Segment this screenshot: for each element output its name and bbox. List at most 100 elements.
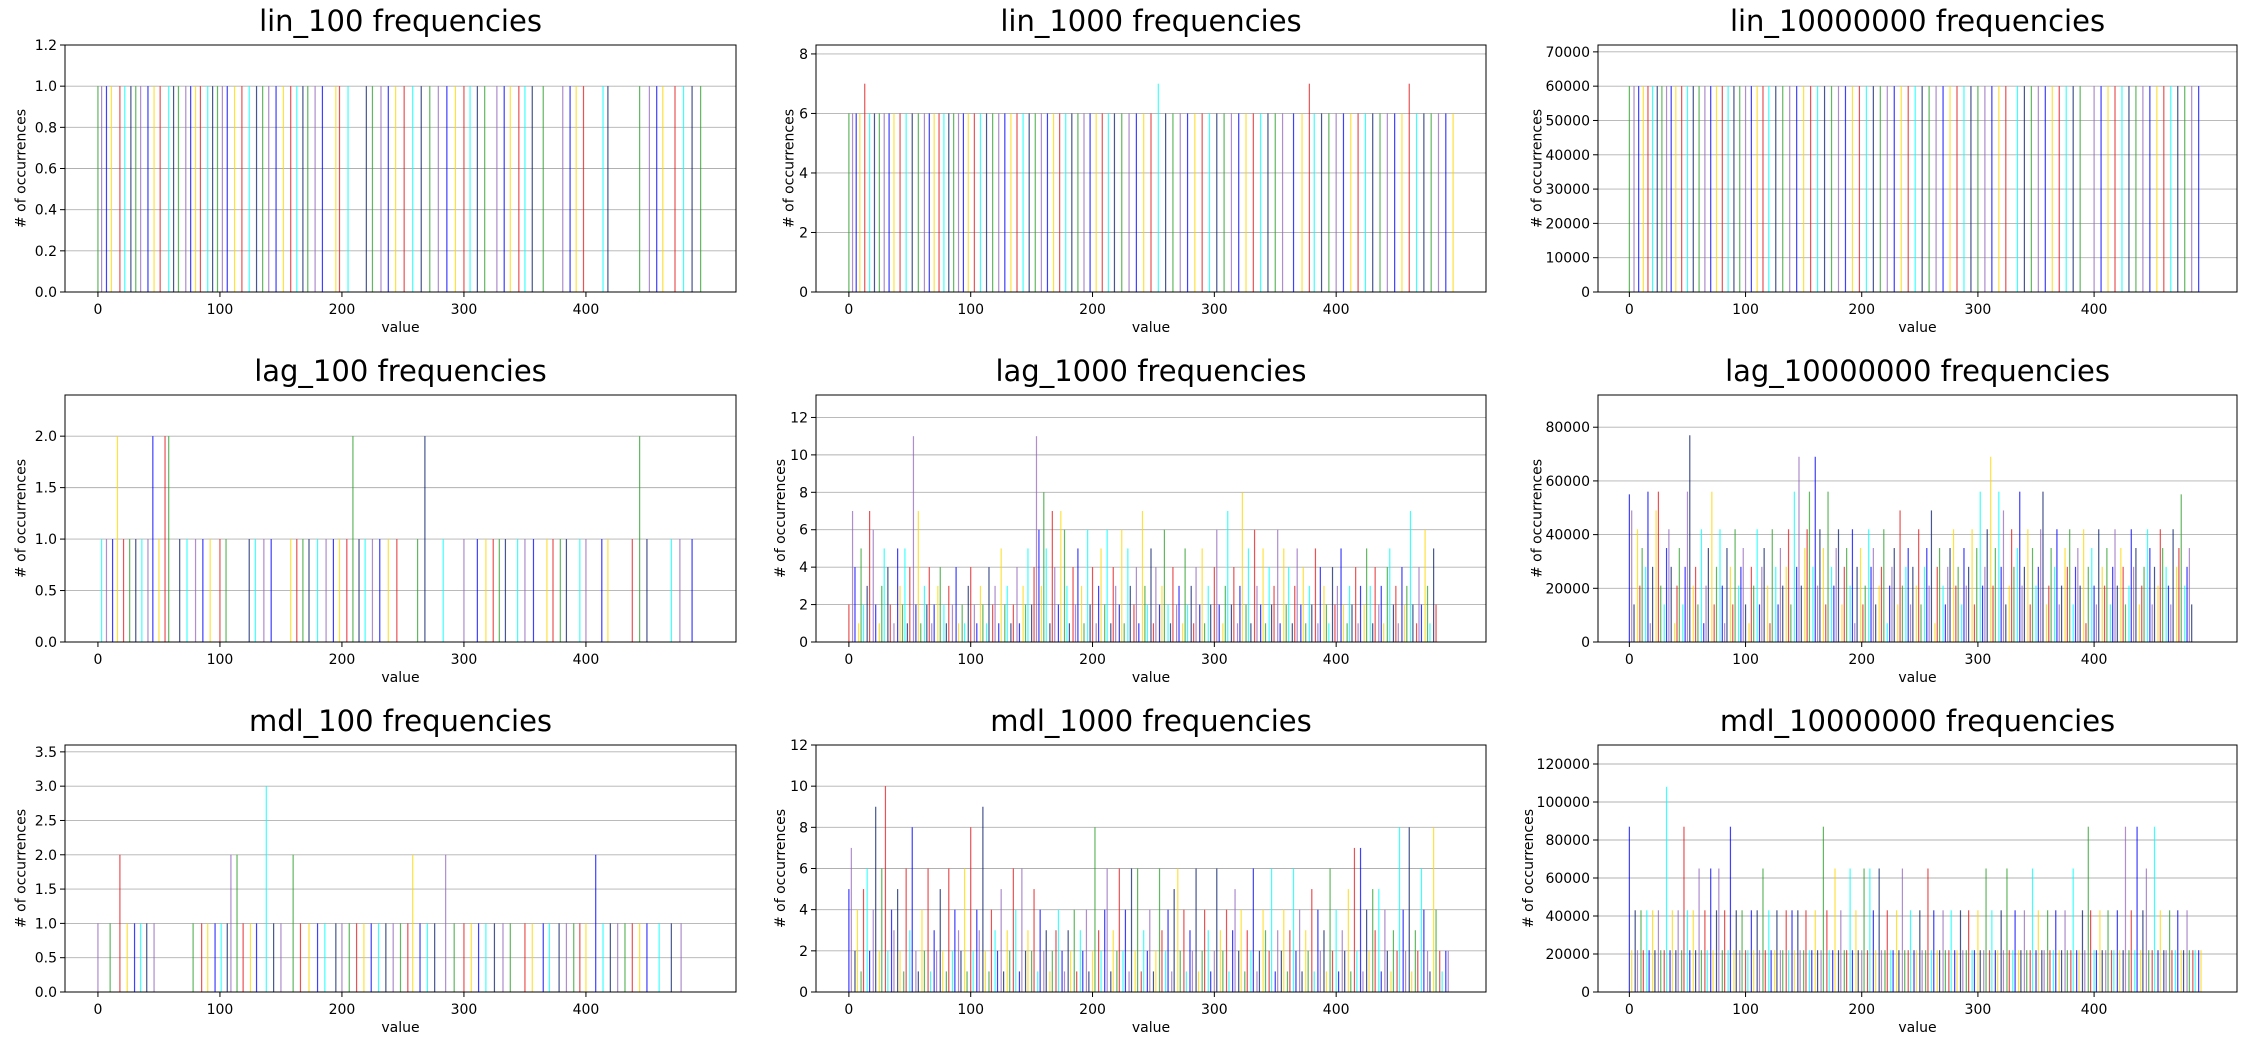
chart-7-bar <box>948 868 950 992</box>
chart-0-bar <box>105 86 108 292</box>
chart-5-bar <box>1830 566 1833 642</box>
chart-3-bar <box>202 539 204 642</box>
chart-5-bar <box>2130 529 2132 642</box>
chart-6-bar <box>502 923 504 992</box>
chart-8-bar <box>1915 950 1917 992</box>
chart-5-bar <box>2023 566 2025 642</box>
chart-5-bar <box>1628 494 1630 642</box>
chart-0-bar <box>241 86 243 292</box>
chart-1-bar <box>1172 113 1174 292</box>
chart-5-bar <box>2077 548 2079 642</box>
chart-7-bar <box>1338 971 1340 992</box>
chart-7-bar <box>933 930 935 992</box>
chart-5-bar <box>2013 566 2015 642</box>
chart-5-bar <box>2128 585 2130 642</box>
chart-0-bar <box>691 86 693 292</box>
chart-7-bar <box>1246 930 1248 992</box>
chart-0-xtick-label: 0 <box>93 302 102 318</box>
chart-0-panel: lin_100 frequencies 0 100 200 300 400 0.0 0.2 0.… <box>14 4 737 336</box>
chart-5-bar <box>1806 529 1808 642</box>
chart-4-bar <box>1314 548 1317 642</box>
chart-6-bar <box>463 923 465 992</box>
chart-1-bar <box>1430 113 1432 292</box>
chart-4-bar <box>1418 567 1420 642</box>
chart-8-bar <box>2002 950 2005 992</box>
chart-0-bar <box>321 86 324 292</box>
chart-8-bar <box>2200 950 2202 992</box>
chart-4-bar <box>1063 529 1066 642</box>
chart-7-bar <box>996 950 999 992</box>
chart-5-bar <box>2101 566 2103 642</box>
chart-8-bar <box>2105 950 2107 992</box>
chart-5-xtick-label: 200 <box>1848 652 1875 668</box>
chart-7-bar <box>1009 950 1011 992</box>
chart-5-bar <box>2008 585 2010 642</box>
chart-4-bar <box>1302 567 1304 642</box>
chart-5-bar <box>1912 566 1914 642</box>
chart-7-bar <box>1258 950 1261 992</box>
chart-6-bar <box>434 923 436 992</box>
chart-4-bar <box>1123 623 1125 642</box>
chart-5-bar <box>1785 566 1787 642</box>
chart-5-bar <box>1992 585 1994 642</box>
chart-4-bar <box>1204 623 1206 642</box>
chart-8-bar <box>1851 950 1854 992</box>
chart-8-bar <box>1665 786 1668 992</box>
chart-0-bar <box>607 86 609 292</box>
chart-6-bar <box>485 923 487 992</box>
chart-7-bar <box>1411 971 1413 992</box>
chart-8-bar <box>2122 950 2124 992</box>
chart-5-bar <box>1835 548 1837 642</box>
chart-6-bar <box>97 923 99 992</box>
chart-7-bar <box>1414 930 1416 992</box>
chart-8-bar <box>2066 950 2068 992</box>
chart-5-bar <box>2175 566 2178 642</box>
chart-4-bar <box>992 604 994 642</box>
chart-4-bar <box>1227 511 1229 642</box>
chart-7-bar <box>1104 909 1106 992</box>
chart-5-bar <box>1676 585 1678 642</box>
chart-7-bar <box>1256 971 1258 992</box>
chart-5-bar <box>2146 529 2149 642</box>
chart-8-bar <box>1628 826 1630 992</box>
chart-5-xtick-label: 0 <box>1625 652 1634 668</box>
chart-7-bar <box>1392 930 1395 992</box>
chart-0-bar <box>496 86 498 292</box>
chart-8-bar <box>1997 950 1999 992</box>
chart-4-title: lag_1000 frequencies <box>995 354 1306 388</box>
chart-4-bar <box>1035 436 1038 642</box>
chart-1-bar <box>911 113 913 292</box>
chart-2-bar <box>1858 86 1861 292</box>
chart-7-bar <box>1085 909 1088 992</box>
chart-8-bar <box>1660 950 1662 992</box>
chart-1-bar <box>1328 113 1330 292</box>
chart-7-bar <box>1286 971 1289 992</box>
chart-1-bar <box>953 113 955 292</box>
chart-8-bar <box>1938 950 1941 992</box>
chart-1-bar <box>1208 113 1211 292</box>
chart-7-bar <box>1344 950 1346 992</box>
chart-4-bar <box>912 436 915 642</box>
chart-7-bar <box>1435 909 1437 992</box>
chart-8-bar <box>2177 910 2179 992</box>
chart-8-bar <box>1884 950 1886 992</box>
chart-6-bar <box>407 923 409 992</box>
chart-8-xtick-label: 300 <box>1965 1002 1992 1018</box>
chart-5-bar <box>1670 566 1672 642</box>
chart-0-ytick-label: 0.8 <box>35 120 57 136</box>
chart-1-bar <box>1101 113 1103 292</box>
chart-8-bar <box>1968 910 1970 992</box>
chart-1-panel: lin_1000 frequencies 0 100 200 300 400 0 2 4 6 8 va… <box>782 4 1487 336</box>
chart-2-bar <box>1665 86 1668 292</box>
chart-8-bar <box>2031 868 2034 992</box>
chart-2-bar <box>2005 86 2007 292</box>
chart-2-ytick-label: 30000 <box>1545 182 1590 198</box>
chart-4-bar <box>1256 585 1258 642</box>
chart-4-bar <box>1334 604 1336 642</box>
chart-3-bar <box>416 539 419 642</box>
chart-8-ylabel: # of occurrences <box>1521 809 1537 928</box>
chart-5-bar <box>1822 548 1824 642</box>
chart-7-bar <box>1021 868 1023 992</box>
chart-6-bar <box>426 923 428 992</box>
chart-4-bar <box>1000 548 1002 642</box>
